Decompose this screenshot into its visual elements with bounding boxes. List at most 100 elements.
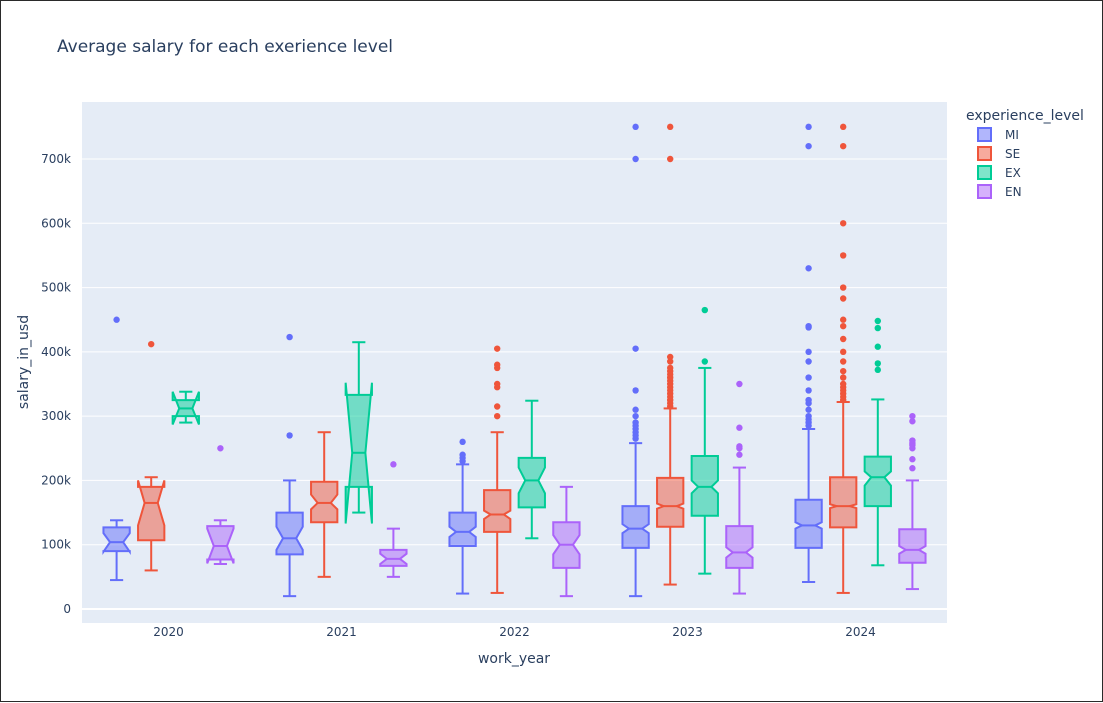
legend-swatch xyxy=(977,184,992,199)
outlier-point xyxy=(667,358,674,365)
box-EX-2023 xyxy=(690,306,719,575)
outlier-point xyxy=(148,340,155,348)
outlier-point xyxy=(632,412,639,420)
gridlines xyxy=(82,158,947,610)
box-EN-2023 xyxy=(725,380,754,595)
outlier-point xyxy=(667,364,674,372)
legend-item-EN[interactable]: EN xyxy=(977,184,1022,199)
outlier-point xyxy=(736,380,743,388)
legend-item-SE[interactable]: SE xyxy=(977,146,1020,161)
legend-item-EX[interactable]: EX xyxy=(977,165,1021,180)
x-tick-label: 2021 xyxy=(326,625,357,639)
box-EX-2021 xyxy=(344,341,373,524)
box-SE-2023 xyxy=(656,123,685,586)
outlier-point xyxy=(632,387,639,394)
legend-item-MI[interactable]: MI xyxy=(977,127,1019,142)
legend-swatch xyxy=(977,165,992,180)
outlier-point xyxy=(632,155,639,163)
box-EN-2020 xyxy=(206,445,235,565)
outlier-point xyxy=(874,360,881,367)
box-body xyxy=(275,511,304,556)
box-SE-2024 xyxy=(829,123,858,594)
outlier-point xyxy=(840,380,847,388)
box-SE-2022 xyxy=(483,345,512,594)
outlier-point xyxy=(494,412,501,420)
outlier-point xyxy=(805,374,812,381)
outlier-point xyxy=(667,123,674,131)
outlier-point xyxy=(840,142,847,150)
outlier-point xyxy=(805,358,812,365)
boxes-layer xyxy=(102,123,927,598)
box-EN-2021 xyxy=(379,461,408,578)
outlier-point xyxy=(390,461,397,468)
outlier-point xyxy=(217,445,224,452)
outlier-point xyxy=(840,123,847,131)
legend-label: MI xyxy=(1005,128,1019,142)
y-tick-label: 500k xyxy=(41,281,71,295)
outlier-point xyxy=(840,316,847,323)
box-body xyxy=(829,476,858,529)
outlier-point xyxy=(494,361,501,368)
box-body xyxy=(621,505,650,549)
y-axis-title: salary_in_usd xyxy=(16,315,32,409)
outlier-point xyxy=(840,220,847,227)
box-body xyxy=(517,456,546,509)
box-body xyxy=(448,511,477,547)
outlier-point xyxy=(805,142,812,150)
outlier-point xyxy=(909,437,916,444)
x-tick-label: 2024 xyxy=(845,625,876,639)
box-EX-2022 xyxy=(517,399,546,540)
box-MI-2020 xyxy=(102,316,131,582)
outlier-point xyxy=(840,284,847,291)
box-body xyxy=(863,455,892,508)
y-tick-label: 0 xyxy=(63,602,71,616)
outlier-point xyxy=(632,419,639,426)
outlier-point xyxy=(667,353,674,361)
box-body xyxy=(656,476,685,528)
outlier-point xyxy=(667,155,674,163)
box-body xyxy=(206,525,235,564)
y-tick-label: 300k xyxy=(41,409,71,423)
legend-label: EX xyxy=(1005,166,1021,180)
outlier-point xyxy=(736,443,743,450)
chart-title: Average salary for each exerience level xyxy=(57,37,393,57)
outlier-point xyxy=(805,322,812,330)
box-SE-2020 xyxy=(137,340,166,572)
outlier-point xyxy=(286,333,293,341)
outlier-point xyxy=(840,367,847,375)
box-body xyxy=(898,528,927,564)
outlier-point xyxy=(874,317,881,325)
outlier-point xyxy=(909,456,916,463)
outlier-point xyxy=(805,265,812,272)
outlier-point xyxy=(632,345,639,352)
box-body xyxy=(725,525,754,569)
outlier-point xyxy=(113,316,120,323)
box-body xyxy=(483,489,512,533)
x-tick-label: 2020 xyxy=(153,625,184,639)
outlier-point xyxy=(805,396,812,404)
outlier-point xyxy=(874,366,881,374)
x-axis-title: work_year xyxy=(478,651,550,667)
outlier-point xyxy=(840,295,847,302)
outlier-point xyxy=(805,406,812,413)
x-tick-label: 2023 xyxy=(672,625,703,639)
outlier-point xyxy=(909,418,916,425)
outlier-point xyxy=(494,380,501,388)
y-tick-label: 100k xyxy=(41,538,71,552)
y-tick-label: 600k xyxy=(41,216,71,230)
y-tick-label: 400k xyxy=(41,345,71,359)
outlier-point xyxy=(840,335,847,343)
box-MI-2021 xyxy=(275,333,304,598)
legend-swatch xyxy=(977,127,992,142)
box-body xyxy=(794,498,823,549)
outlier-point xyxy=(874,324,881,332)
outlier-point xyxy=(874,343,881,350)
x-tick-label: 2022 xyxy=(499,625,530,639)
legend: experience_level MI SE EX EN xyxy=(966,108,1084,199)
outlier-point xyxy=(736,424,743,431)
outlier-point xyxy=(805,123,812,131)
box-EX-2024 xyxy=(863,317,892,567)
box-MI-2023 xyxy=(621,123,650,598)
